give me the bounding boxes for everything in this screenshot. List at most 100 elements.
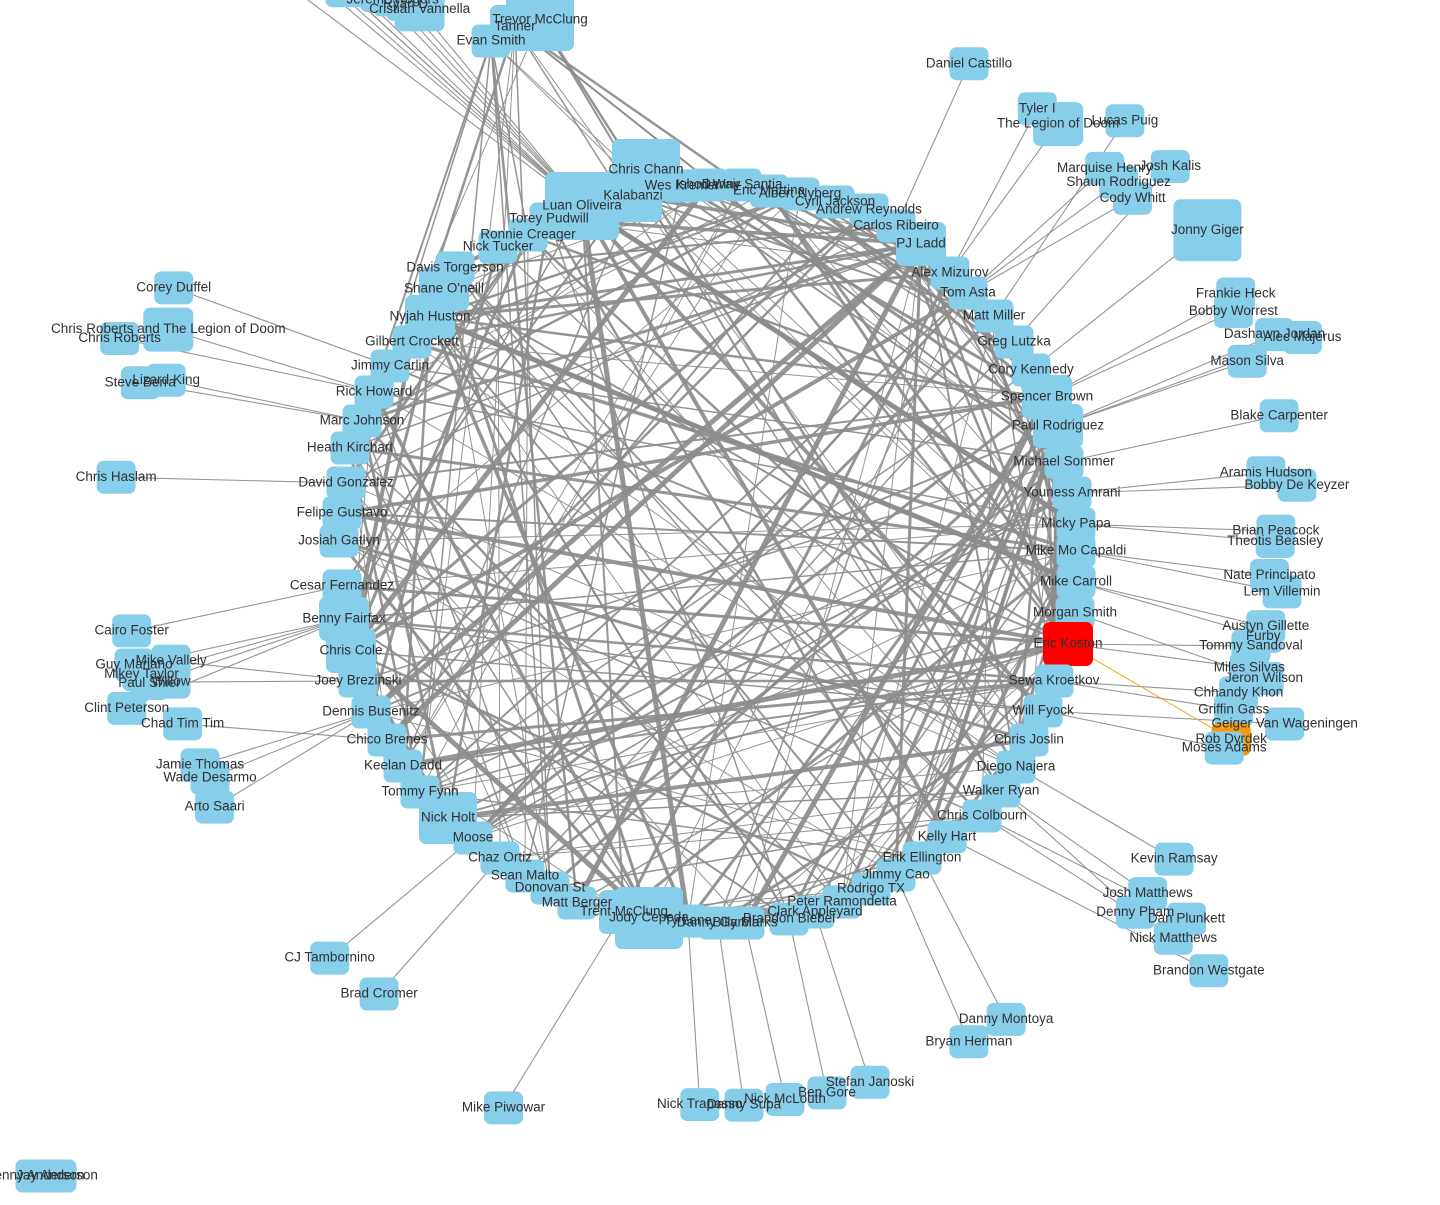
svg-text:Rick Howard: Rick Howard — [336, 384, 413, 399]
svg-text:Alex Mizurov: Alex Mizurov — [911, 265, 989, 280]
svg-text:Cory Kennedy: Cory Kennedy — [988, 362, 1074, 377]
svg-text:Chhandy Khon: Chhandy Khon — [1194, 684, 1283, 699]
svg-text:Trevor McClung: Trevor McClung — [492, 12, 588, 27]
svg-text:Felipe Gustavo: Felipe Gustavo — [297, 505, 388, 520]
svg-text:Daniel Castillo: Daniel Castillo — [926, 55, 1012, 70]
svg-text:Danny Montoya: Danny Montoya — [959, 1011, 1054, 1026]
svg-text:Carlos Ribeiro: Carlos Ribeiro — [853, 218, 939, 233]
svg-text:Ronnie Creager: Ronnie Creager — [480, 227, 576, 242]
svg-text:Shane O'neill: Shane O'neill — [404, 281, 484, 296]
svg-text:Lucas Puig: Lucas Puig — [1092, 112, 1159, 127]
svg-text:Andrew Reynolds: Andrew Reynolds — [816, 202, 922, 217]
svg-text:Brad Cromer: Brad Cromer — [340, 986, 418, 1001]
svg-text:Cody Whitt: Cody Whitt — [1100, 190, 1166, 205]
svg-text:Kelly Hart: Kelly Hart — [918, 829, 977, 844]
svg-text:Sean Malto: Sean Malto — [491, 868, 559, 883]
svg-text:Greg Lutzka: Greg Lutzka — [977, 334, 1051, 349]
svg-text:Chaz Ortiz: Chaz Ortiz — [468, 850, 532, 865]
svg-text:Chris Chann: Chris Chann — [608, 162, 683, 177]
svg-text:Tommy Sandoval: Tommy Sandoval — [1199, 638, 1303, 653]
svg-text:Wade Desarmo: Wade Desarmo — [163, 770, 256, 785]
svg-text:Mike Piwowar: Mike Piwowar — [462, 1099, 546, 1114]
svg-text:PJ Ladd: PJ Ladd — [896, 236, 946, 251]
svg-text:Sewa Kroetkov: Sewa Kroetkov — [1009, 673, 1100, 688]
svg-text:Jonny Giger: Jonny Giger — [1171, 222, 1244, 237]
svg-text:Matt Miller: Matt Miller — [963, 308, 1026, 323]
svg-text:Alec Majerus: Alec Majerus — [1263, 329, 1341, 344]
svg-text:Tyler I: Tyler I — [1019, 100, 1056, 115]
svg-text:Nick Holt: Nick Holt — [421, 810, 475, 825]
svg-text:Mike Carroll: Mike Carroll — [1040, 574, 1112, 589]
svg-text:Matt Berger: Matt Berger — [542, 895, 613, 910]
svg-text:Keelan Dadd: Keelan Dadd — [364, 758, 442, 773]
svg-text:Lem Villemin: Lem Villemin — [1243, 583, 1320, 598]
svg-text:Nyjah Huston: Nyjah Huston — [389, 309, 470, 324]
svg-text:Frankie Heck: Frankie Heck — [1196, 286, 1276, 301]
svg-text:CJ Tambornino: CJ Tambornino — [284, 950, 375, 965]
svg-text:Nick Matthews: Nick Matthews — [1129, 930, 1217, 945]
svg-text:Diego Najera: Diego Najera — [977, 759, 1056, 774]
svg-text:Marquise Henry: Marquise Henry — [1057, 160, 1153, 175]
svg-text:Walker Ryan: Walker Ryan — [963, 783, 1040, 798]
svg-text:Josiah Gatlyn: Josiah Gatlyn — [298, 533, 380, 548]
svg-text:Cesar Fernandez: Cesar Fernandez — [290, 578, 395, 593]
svg-text:Bryan Herman: Bryan Herman — [925, 1033, 1012, 1048]
svg-text:Erik Ellington: Erik Ellington — [883, 850, 962, 865]
svg-text:Heath Kirchart: Heath Kirchart — [307, 440, 394, 455]
svg-text:Dennis Busenitz: Dennis Busenitz — [322, 704, 420, 719]
svg-text:Chris Joslin: Chris Joslin — [994, 732, 1064, 747]
svg-text:Spencer Brown: Spencer Brown — [1001, 389, 1093, 404]
svg-text:Will Fyock: Will Fyock — [1012, 703, 1074, 718]
svg-text:Bobby De Keyzer: Bobby De Keyzer — [1244, 477, 1350, 492]
svg-text:Chad Tim Tim: Chad Tim Tim — [141, 715, 224, 730]
svg-text:Arto Saari: Arto Saari — [185, 799, 245, 814]
svg-text:Torey Pudwill: Torey Pudwill — [509, 211, 589, 226]
svg-text:Morgan Smith: Morgan Smith — [1033, 605, 1117, 620]
svg-text:Mason Silva: Mason Silva — [1210, 353, 1284, 368]
svg-text:Micky Papa: Micky Papa — [1041, 516, 1111, 531]
svg-text:Davis Torgerson: Davis Torgerson — [406, 260, 503, 275]
svg-text:Chris Colbourn: Chris Colbourn — [937, 808, 1027, 823]
svg-text:Jimmy Carlin: Jimmy Carlin — [351, 358, 429, 373]
svg-text:Chico Brenes: Chico Brenes — [346, 732, 427, 747]
svg-text:Blake Carpenter: Blake Carpenter — [1230, 407, 1328, 422]
svg-text:Jamie Thomas: Jamie Thomas — [156, 756, 245, 771]
svg-text:Brandon Westgate: Brandon Westgate — [1153, 962, 1265, 977]
svg-text:Theotis Beasley: Theotis Beasley — [1227, 533, 1323, 548]
svg-text:Tommy Fynn: Tommy Fynn — [381, 784, 458, 799]
svg-text:Benny Fairfax: Benny Fairfax — [302, 611, 386, 626]
svg-text:Gilbert Crockett: Gilbert Crockett — [365, 334, 459, 349]
svg-text:David Gonzalez: David Gonzalez — [298, 475, 394, 490]
svg-text:Kevin Ramsay: Kevin Ramsay — [1131, 851, 1218, 866]
svg-text:Corey Duffel: Corey Duffel — [136, 279, 211, 294]
svg-text:Joey Brezinski: Joey Brezinski — [314, 673, 401, 688]
svg-text:Youness Amrani: Youness Amrani — [1023, 485, 1120, 500]
svg-text:Chris Cole: Chris Cole — [319, 643, 382, 658]
svg-text:Lizard King: Lizard King — [132, 372, 200, 387]
svg-text:Moses Adams: Moses Adams — [1182, 740, 1267, 755]
svg-text:Griffin Gass: Griffin Gass — [1198, 702, 1269, 717]
svg-text:Tom Asta: Tom Asta — [940, 285, 996, 300]
svg-text:Bobby Worrest: Bobby Worrest — [1189, 303, 1278, 318]
svg-text:Dan Plunkett: Dan Plunkett — [1148, 911, 1226, 926]
svg-text:Eric Koston: Eric Koston — [1033, 636, 1102, 651]
svg-text:Marc Johnson: Marc Johnson — [320, 413, 405, 428]
svg-text:Nate Principato: Nate Principato — [1223, 567, 1315, 582]
svg-text:Mike Mo Capaldi: Mike Mo Capaldi — [1026, 543, 1127, 558]
svg-text:Paul Rodriguez: Paul Rodriguez — [1012, 418, 1105, 433]
svg-text:Geiger Van Wageningen: Geiger Van Wageningen — [1212, 716, 1358, 731]
svg-text:Nick Trapasso: Nick Trapasso — [657, 1096, 743, 1111]
svg-text:Cairo Foster: Cairo Foster — [95, 622, 170, 637]
svg-text:Chris Haslam: Chris Haslam — [76, 469, 157, 484]
svg-text:Louie Lopez: Louie Lopez — [343, 0, 417, 2]
svg-text:Josh Kalis: Josh Kalis — [1140, 158, 1202, 173]
svg-text:Michael Sommer: Michael Sommer — [1013, 454, 1115, 469]
svg-text:Guy Mariano: Guy Mariano — [95, 657, 172, 672]
svg-text:Chris Roberts and The Legion o: Chris Roberts and The Legion of Doom — [51, 321, 286, 336]
svg-text:Jimmy Cao: Jimmy Cao — [862, 867, 930, 882]
svg-text:Moose: Moose — [453, 830, 494, 845]
svg-text:Jay Anderson: Jay Anderson — [16, 1168, 98, 1183]
svg-text:Miles Silvas: Miles Silvas — [1214, 660, 1286, 675]
svg-text:Josh Matthews: Josh Matthews — [1103, 885, 1193, 900]
svg-text:Shaun Rodriguez: Shaun Rodriguez — [1066, 174, 1171, 189]
